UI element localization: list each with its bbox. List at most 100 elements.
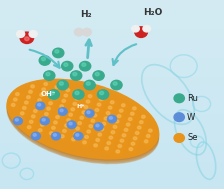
Circle shape	[67, 119, 70, 122]
Circle shape	[23, 100, 32, 108]
Circle shape	[82, 63, 86, 66]
Ellipse shape	[7, 84, 159, 164]
Circle shape	[80, 61, 91, 71]
Circle shape	[64, 63, 68, 66]
Circle shape	[25, 94, 34, 103]
Circle shape	[82, 104, 92, 112]
Circle shape	[127, 146, 137, 155]
Circle shape	[138, 126, 141, 129]
Circle shape	[96, 124, 99, 127]
Circle shape	[108, 99, 118, 108]
Text: W: W	[187, 113, 195, 122]
Circle shape	[82, 111, 86, 114]
Circle shape	[115, 120, 119, 123]
Circle shape	[11, 97, 21, 105]
Circle shape	[56, 109, 66, 117]
Circle shape	[34, 109, 37, 112]
Circle shape	[64, 94, 68, 97]
Circle shape	[140, 121, 143, 124]
Circle shape	[126, 123, 130, 126]
Circle shape	[53, 48, 64, 58]
Circle shape	[133, 130, 143, 138]
Circle shape	[80, 116, 84, 119]
Circle shape	[97, 103, 101, 106]
Circle shape	[108, 115, 116, 123]
Circle shape	[87, 130, 90, 133]
Circle shape	[13, 98, 17, 101]
Circle shape	[41, 123, 44, 126]
Circle shape	[94, 123, 103, 130]
Ellipse shape	[7, 83, 159, 162]
Circle shape	[119, 102, 129, 111]
Circle shape	[13, 117, 22, 125]
Circle shape	[105, 147, 108, 150]
Circle shape	[77, 92, 81, 95]
Circle shape	[18, 111, 28, 119]
Circle shape	[106, 112, 110, 115]
Circle shape	[109, 136, 113, 139]
Circle shape	[87, 111, 90, 114]
Bar	[0, 76, 224, 85]
Circle shape	[72, 131, 82, 139]
Circle shape	[31, 85, 34, 88]
Circle shape	[102, 122, 106, 125]
Circle shape	[36, 104, 39, 107]
Bar	[0, 47, 224, 57]
Circle shape	[45, 112, 48, 115]
Circle shape	[95, 102, 105, 110]
Circle shape	[120, 139, 124, 142]
Circle shape	[114, 149, 124, 157]
Circle shape	[85, 136, 88, 139]
Circle shape	[119, 109, 123, 112]
Circle shape	[143, 26, 151, 32]
Bar	[0, 151, 224, 161]
Circle shape	[49, 102, 52, 105]
Circle shape	[174, 134, 184, 142]
Circle shape	[116, 143, 126, 152]
Circle shape	[88, 95, 92, 98]
Circle shape	[92, 143, 102, 151]
Circle shape	[95, 72, 99, 76]
Circle shape	[91, 113, 101, 121]
Circle shape	[36, 102, 45, 110]
Circle shape	[65, 124, 68, 127]
Circle shape	[27, 126, 31, 129]
Bar	[0, 132, 224, 142]
Bar	[0, 142, 224, 151]
Bar	[0, 113, 224, 123]
Circle shape	[62, 93, 72, 101]
Circle shape	[71, 101, 81, 109]
Circle shape	[55, 50, 59, 53]
Circle shape	[14, 91, 24, 100]
Circle shape	[104, 110, 114, 119]
Circle shape	[83, 134, 93, 143]
Circle shape	[42, 81, 52, 90]
Circle shape	[51, 96, 54, 99]
Circle shape	[70, 136, 80, 145]
Circle shape	[87, 123, 97, 132]
Circle shape	[146, 134, 150, 137]
Circle shape	[58, 133, 68, 142]
Circle shape	[38, 103, 41, 106]
Circle shape	[58, 108, 67, 115]
Circle shape	[109, 129, 119, 138]
Circle shape	[15, 119, 18, 121]
Bar	[0, 94, 224, 104]
Circle shape	[16, 116, 26, 124]
Circle shape	[174, 113, 184, 122]
Circle shape	[27, 89, 37, 97]
Circle shape	[97, 90, 109, 99]
Circle shape	[54, 114, 64, 122]
Circle shape	[126, 116, 136, 125]
Circle shape	[65, 117, 75, 125]
Circle shape	[131, 136, 141, 144]
Circle shape	[50, 125, 59, 133]
Circle shape	[60, 135, 64, 138]
Circle shape	[53, 134, 56, 136]
Circle shape	[16, 93, 19, 96]
Circle shape	[129, 111, 138, 119]
Circle shape	[52, 132, 60, 140]
Circle shape	[91, 119, 95, 122]
Circle shape	[81, 139, 90, 148]
Circle shape	[39, 56, 50, 65]
